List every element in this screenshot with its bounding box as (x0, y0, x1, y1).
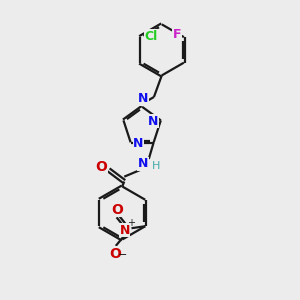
Text: O: O (111, 202, 123, 217)
Text: O: O (96, 160, 108, 174)
Text: F: F (173, 28, 181, 41)
Text: N: N (133, 137, 144, 150)
Text: N: N (119, 224, 130, 237)
Text: −: − (118, 250, 127, 260)
Text: +: + (128, 218, 136, 228)
Text: H: H (152, 161, 160, 171)
Text: N: N (138, 158, 148, 170)
Text: Cl: Cl (145, 30, 158, 43)
Text: N: N (148, 115, 158, 128)
Text: O: O (109, 247, 121, 261)
Text: N: N (138, 92, 148, 106)
